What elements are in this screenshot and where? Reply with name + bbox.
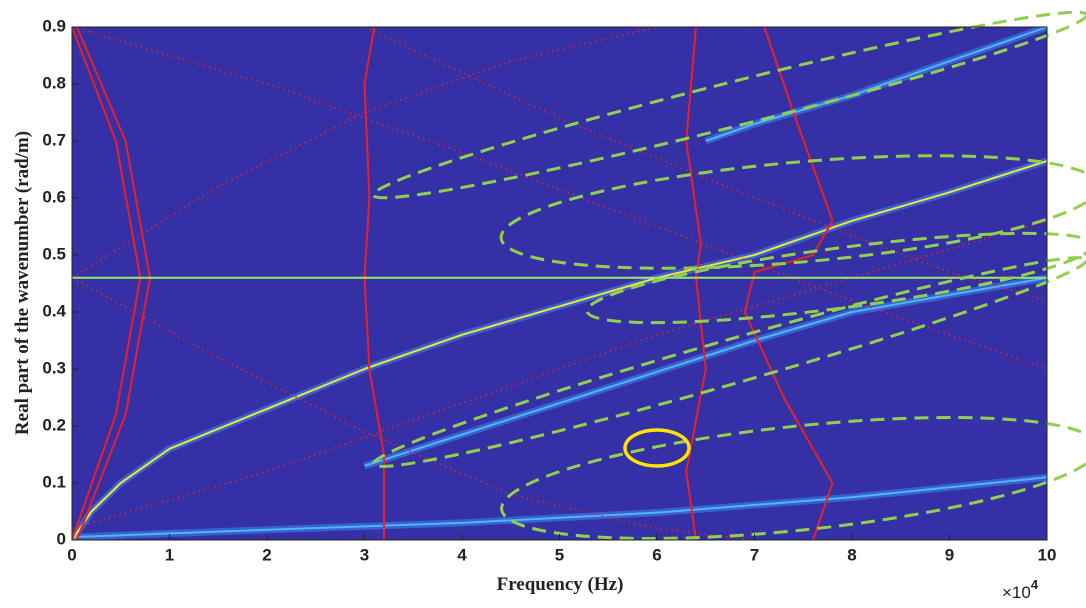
y-tick-label: 0.8 — [42, 73, 66, 92]
x-tick-label: 10 — [1038, 545, 1057, 564]
x-tick-label: 3 — [360, 545, 369, 564]
chart: Frequency (Hz) Real part of the wavenumb… — [0, 0, 1086, 608]
x-tick-label: 2 — [262, 545, 271, 564]
y-tick-label: 0.2 — [42, 415, 66, 434]
x-tick-label: 8 — [847, 545, 856, 564]
x-tick-label: 1 — [165, 545, 174, 564]
x-tick-label: 5 — [555, 545, 564, 564]
y-tick-label: 0.4 — [42, 301, 66, 320]
x-tick-label: 4 — [457, 545, 467, 564]
y-tick-label: 0.3 — [42, 358, 66, 377]
x-multiplier: ×104 — [1002, 577, 1039, 602]
y-axis-label: Real part of the wavenumber (rad/m) — [12, 131, 33, 435]
x-multiplier-base: ×10 — [1002, 583, 1031, 602]
y-tick-label: 0.1 — [42, 472, 66, 491]
x-multiplier-power: 4 — [1031, 577, 1039, 592]
x-tick-label: 7 — [750, 545, 759, 564]
y-tick-label: 0.9 — [42, 16, 66, 35]
y-tick-label: 0.5 — [42, 244, 66, 263]
plot-background — [72, 27, 1047, 540]
x-tick-label: 0 — [67, 545, 76, 564]
x-axis-label: Frequency (Hz) — [497, 574, 624, 595]
y-tick-label: 0 — [57, 529, 66, 548]
x-tick-label: 6 — [652, 545, 661, 564]
y-tick-label: 0.7 — [42, 130, 66, 149]
x-tick-label: 9 — [945, 545, 954, 564]
y-tick-label: 0.6 — [42, 187, 66, 206]
